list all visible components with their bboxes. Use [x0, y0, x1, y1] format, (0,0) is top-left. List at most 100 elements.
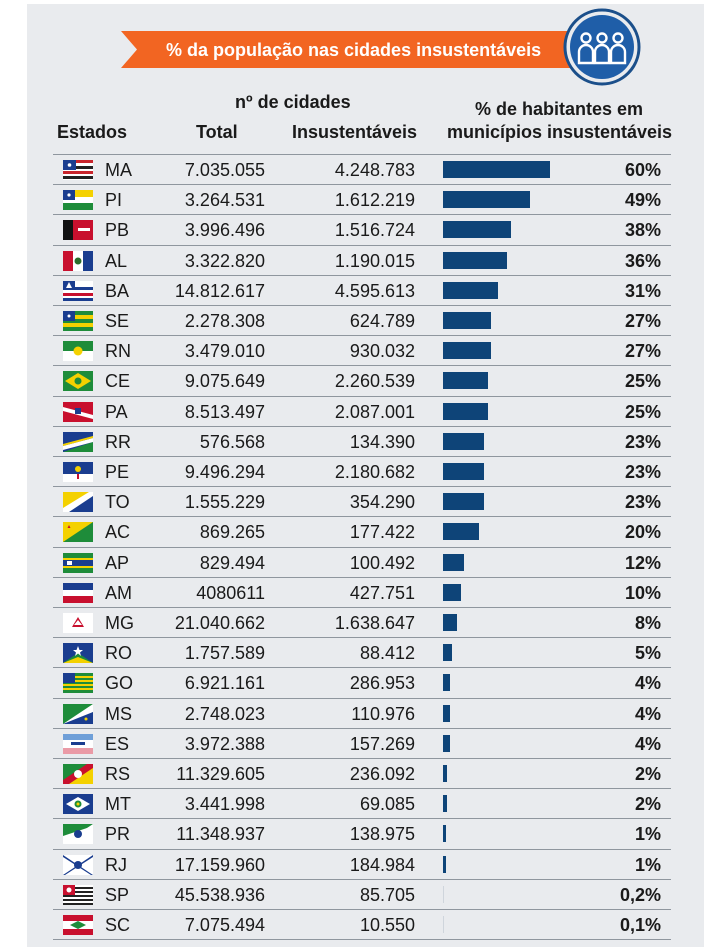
pct-bar	[443, 523, 479, 541]
pct-value: 2%	[634, 794, 661, 815]
pct-value: 0,2%	[619, 884, 661, 905]
table-row: GO 6.921.161 286.953 4%	[53, 667, 671, 697]
pct-value: 1%	[634, 854, 661, 875]
total-value: 8.513.497	[184, 401, 265, 422]
pct-value: 8%	[634, 613, 661, 633]
unsustainable-value: 1.612.219	[334, 190, 415, 211]
column-header-pct-line1: % de habitantes em	[475, 99, 644, 119]
state-flag-icon	[63, 824, 93, 845]
unsustainable-value: 177.422	[349, 522, 415, 543]
state-code: CE	[105, 371, 131, 392]
state-code: RJ	[105, 854, 127, 875]
pct-bar	[443, 402, 488, 420]
banner-title: % da população nas cidades insustentávei…	[166, 40, 542, 60]
state-flag-icon	[63, 522, 93, 543]
unsustainable-value: 184.984	[349, 854, 415, 875]
state-code: PA	[105, 401, 128, 422]
unsustainable-value: 2.260.539	[334, 371, 415, 392]
pct-value: 38%	[624, 220, 661, 241]
unsustainable-value: 236.092	[349, 764, 415, 784]
state-code: RR	[105, 431, 131, 452]
pct-value: 2%	[634, 764, 661, 784]
pct-bar	[443, 644, 452, 662]
table-row: AL 3.322.820 1.190.015 36%	[53, 244, 671, 275]
unsustainable-value: 624.789	[349, 311, 415, 331]
state-flag-icon	[63, 220, 93, 241]
unsustainable-value: 134.390	[349, 431, 415, 452]
unsustainable-value: 427.751	[349, 582, 415, 603]
unsustainable-value: 286.953	[349, 673, 415, 694]
total-value: 1.555.229	[184, 492, 265, 513]
state-code: SC	[105, 915, 131, 935]
pct-bar	[443, 191, 531, 209]
total-value: 21.040.662	[174, 613, 265, 633]
total-value: 1.757.589	[184, 643, 265, 664]
unsustainable-value: 85.705	[359, 884, 415, 905]
total-value: 45.538.936	[174, 884, 265, 905]
pct-value: 49%	[624, 190, 661, 211]
pct-bar	[443, 704, 451, 722]
pct-value: 23%	[624, 431, 661, 452]
unsustainable-value: 2.087.001	[334, 401, 415, 422]
pct-bar	[443, 795, 447, 813]
state-code: PB	[105, 220, 130, 241]
pct-bar	[443, 825, 446, 843]
pct-bar	[443, 765, 447, 782]
unsustainable-value: 157.269	[349, 733, 415, 754]
pct-bar	[443, 553, 465, 571]
table-row: SE 2.278.308 624.789 27%	[53, 305, 671, 335]
state-flag-icon	[63, 673, 93, 694]
state-flag-icon	[63, 613, 93, 633]
state-code: AM	[105, 582, 132, 603]
pct-value: 23%	[624, 462, 661, 482]
pct-value: 0,1%	[619, 915, 661, 935]
pct-bar	[443, 885, 444, 903]
pct-bar	[443, 432, 484, 450]
unsustainable-value: 69.085	[359, 794, 415, 815]
table-row: CE 9.075.649 2.260.539 25%	[53, 365, 671, 395]
state-flag-icon	[63, 582, 93, 603]
state-code: RN	[105, 341, 131, 362]
table-row: AP 829.494 100.492 12%	[53, 546, 671, 577]
table-row: RR 576.568 134.390 23%	[53, 425, 671, 456]
pct-value: 20%	[624, 522, 661, 543]
total-value: 829.494	[199, 552, 265, 573]
unsustainable-value: 354.290	[349, 492, 415, 513]
state-code: RS	[105, 764, 131, 784]
state-flag-icon	[63, 462, 93, 482]
pct-value: 60%	[624, 160, 661, 180]
pct-value: 4%	[634, 733, 661, 754]
total-value: 3.996.496	[184, 220, 265, 241]
unsustainable-value: 88.412	[359, 643, 415, 664]
state-code: TO	[105, 492, 130, 513]
total-value: 576.568	[199, 431, 265, 452]
pct-value: 23%	[624, 492, 661, 513]
pct-bar	[443, 372, 488, 390]
column-header-states: Estados	[57, 122, 128, 142]
cities-group-label: nº de cidades	[235, 92, 351, 112]
state-flag-icon	[63, 915, 93, 935]
total-value: 3.479.010	[184, 341, 265, 362]
table-row: RN 3.479.010 930.032 27%	[53, 335, 671, 365]
table-row: BA 14.812.617 4.595.613 31%	[53, 274, 671, 305]
total-value: 3.972.388	[184, 733, 265, 754]
unsustainable-value: 4.248.783	[334, 160, 415, 180]
state-code: MA	[105, 160, 132, 180]
state-flag-icon	[63, 160, 93, 180]
pct-bar	[443, 463, 484, 480]
pct-bar	[443, 614, 458, 631]
unsustainable-value: 930.032	[349, 341, 415, 362]
unsustainable-value: 100.492	[349, 552, 415, 573]
state-flag-icon	[63, 371, 93, 392]
state-code: AL	[105, 250, 128, 271]
total-value: 7.035.055	[184, 160, 265, 180]
pct-bar	[443, 161, 550, 178]
state-code: PE	[105, 462, 130, 482]
state-flag-icon	[63, 311, 93, 331]
total-value: 6.921.161	[184, 673, 265, 694]
state-flag-icon	[63, 552, 93, 573]
pct-value: 25%	[624, 371, 661, 392]
total-value: 2.278.308	[184, 311, 265, 331]
state-code: ES	[105, 733, 130, 754]
state-flag-icon	[63, 733, 93, 754]
